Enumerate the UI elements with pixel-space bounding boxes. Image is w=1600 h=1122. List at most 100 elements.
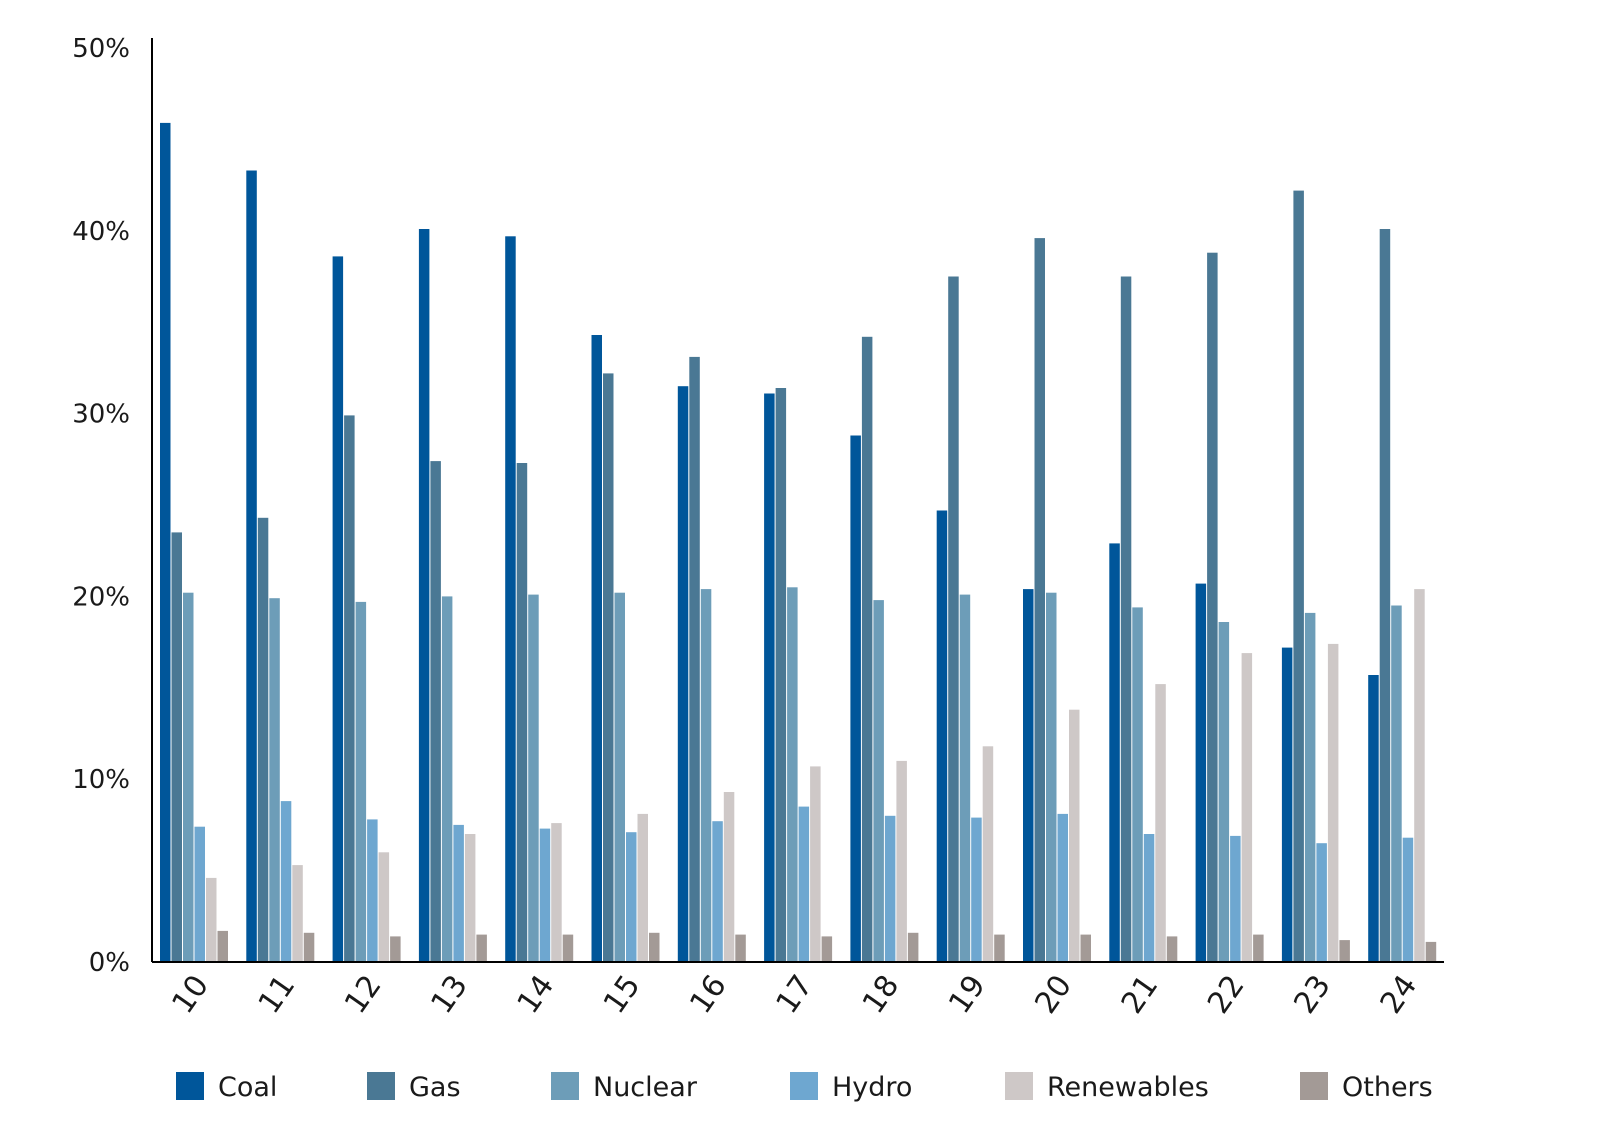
bar-gas-11 bbox=[257, 517, 269, 962]
bar-nuclear-17 bbox=[787, 587, 798, 962]
x-tick-label: 18 bbox=[856, 969, 907, 1020]
bar-coal-19 bbox=[936, 510, 948, 962]
legend-swatch-others bbox=[1300, 1072, 1328, 1100]
bar-others-17 bbox=[821, 936, 833, 962]
bar-others-24 bbox=[1425, 941, 1437, 962]
y-tick-label: 0% bbox=[89, 948, 130, 978]
bar-hydro-20 bbox=[1057, 813, 1068, 962]
x-tick-label: 11 bbox=[252, 969, 303, 1020]
bar-others-16 bbox=[735, 934, 746, 962]
bar-nuclear-13 bbox=[441, 596, 453, 962]
bar-renewables-23 bbox=[1327, 643, 1339, 962]
bar-gas-23 bbox=[1293, 190, 1304, 963]
bar-renewables-16 bbox=[723, 792, 735, 962]
bar-nuclear-15 bbox=[614, 592, 625, 962]
bar-others-22 bbox=[1253, 934, 1264, 962]
x-tick-label: 20 bbox=[1028, 969, 1079, 1020]
bar-coal-14 bbox=[505, 236, 516, 963]
bar-gas-24 bbox=[1379, 229, 1391, 962]
bar-nuclear-22 bbox=[1218, 622, 1230, 962]
bar-nuclear-16 bbox=[700, 589, 712, 962]
bar-renewables-12 bbox=[378, 852, 390, 962]
x-tick-label: 17 bbox=[770, 969, 821, 1020]
bar-coal-24 bbox=[1368, 675, 1379, 962]
x-tick-label: 10 bbox=[165, 969, 216, 1020]
x-tick-label: 15 bbox=[597, 969, 648, 1020]
bar-others-19 bbox=[994, 934, 1005, 962]
bar-renewables-21 bbox=[1155, 684, 1166, 962]
bar-renewables-22 bbox=[1241, 653, 1253, 962]
bar-hydro-15 bbox=[626, 832, 637, 962]
legend-label-renewables: Renewables bbox=[1047, 1072, 1209, 1103]
bar-nuclear-11 bbox=[269, 598, 280, 962]
x-tick-label: 13 bbox=[424, 969, 475, 1020]
legend-swatch-nuclear bbox=[551, 1072, 579, 1100]
bar-renewables-18 bbox=[896, 760, 907, 962]
x-tick-label: 22 bbox=[1201, 969, 1252, 1020]
bar-gas-22 bbox=[1207, 252, 1218, 962]
legend-label-coal: Coal bbox=[218, 1072, 277, 1103]
bar-renewables-13 bbox=[464, 834, 476, 962]
y-tick-label: 40% bbox=[72, 217, 130, 247]
bar-nuclear-14 bbox=[528, 594, 539, 962]
bar-renewables-24 bbox=[1414, 589, 1425, 962]
y-tick-labels: 0% 10% 20% 30% 40% 50% bbox=[72, 34, 130, 978]
bar-gas-18 bbox=[861, 336, 873, 962]
bar-renewables-10 bbox=[206, 877, 217, 962]
x-tick-label: 12 bbox=[338, 969, 389, 1020]
bar-gas-12 bbox=[344, 415, 355, 962]
bar-others-15 bbox=[649, 932, 660, 962]
legend-swatch-renewables bbox=[1005, 1072, 1033, 1100]
bar-gas-16 bbox=[689, 356, 700, 962]
bar-hydro-22 bbox=[1230, 835, 1241, 962]
legend-label-hydro: Hydro bbox=[832, 1072, 912, 1103]
bar-others-12 bbox=[390, 936, 401, 962]
x-tick-labels: 10 11 12 13 14 15 16 17 18 19 20 21 22 23 24 bbox=[165, 969, 1424, 1020]
bar-hydro-12 bbox=[367, 819, 378, 962]
bar-hydro-21 bbox=[1143, 834, 1155, 962]
bar-coal-15 bbox=[591, 335, 602, 962]
x-tick-label: 16 bbox=[683, 969, 734, 1020]
bar-coal-21 bbox=[1109, 543, 1120, 962]
bar-renewables-20 bbox=[1069, 709, 1080, 962]
bar-hydro-13 bbox=[453, 824, 464, 962]
bar-others-13 bbox=[476, 934, 487, 962]
bar-gas-19 bbox=[948, 276, 959, 962]
bar-nuclear-12 bbox=[355, 601, 367, 962]
bar-renewables-15 bbox=[637, 813, 648, 962]
bar-nuclear-24 bbox=[1391, 605, 1402, 962]
bar-hydro-19 bbox=[971, 817, 982, 962]
bar-others-18 bbox=[907, 932, 919, 962]
bar-coal-12 bbox=[332, 256, 344, 962]
y-tick-label: 50% bbox=[72, 34, 130, 64]
bar-hydro-14 bbox=[539, 828, 551, 962]
bar-nuclear-18 bbox=[873, 600, 884, 962]
bar-coal-11 bbox=[246, 170, 257, 962]
bar-hydro-24 bbox=[1402, 837, 1414, 962]
bar-others-14 bbox=[562, 934, 574, 962]
bar-hydro-17 bbox=[798, 806, 810, 962]
y-tick-label: 10% bbox=[72, 765, 130, 795]
bar-others-11 bbox=[303, 932, 315, 962]
bar-renewables-14 bbox=[551, 823, 562, 962]
y-tick-label: 20% bbox=[72, 582, 130, 612]
bar-hydro-11 bbox=[280, 801, 292, 962]
bar-gas-17 bbox=[775, 388, 787, 962]
bar-nuclear-10 bbox=[183, 592, 194, 962]
bars-group bbox=[160, 122, 1437, 963]
bar-renewables-11 bbox=[292, 865, 303, 962]
bar-gas-15 bbox=[603, 373, 614, 962]
bar-renewables-17 bbox=[810, 766, 821, 962]
legend-label-gas: Gas bbox=[409, 1072, 461, 1103]
bar-others-10 bbox=[217, 930, 228, 962]
bar-hydro-23 bbox=[1316, 843, 1327, 962]
legend-swatch-gas bbox=[367, 1072, 395, 1100]
x-tick-label: 14 bbox=[511, 969, 562, 1020]
legend-swatch-hydro bbox=[790, 1072, 818, 1100]
bar-nuclear-20 bbox=[1046, 592, 1057, 962]
bar-hydro-16 bbox=[712, 821, 723, 962]
bar-gas-14 bbox=[516, 463, 528, 962]
bar-coal-23 bbox=[1281, 647, 1293, 962]
bar-gas-20 bbox=[1034, 238, 1045, 963]
